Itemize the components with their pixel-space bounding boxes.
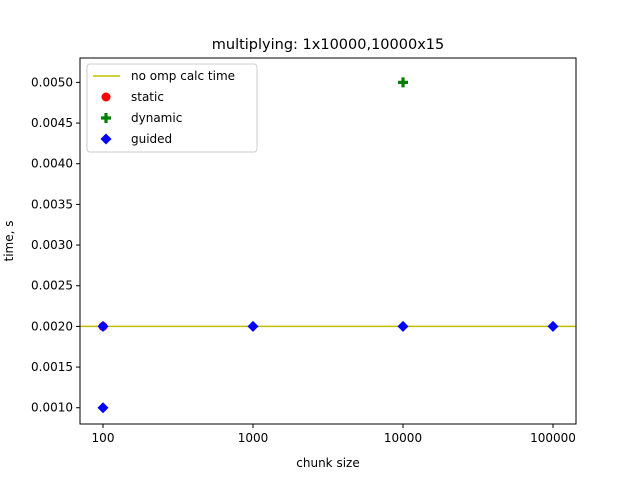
x-tick-label: 1000 [238,431,269,445]
guided-point [397,320,409,332]
guided-point [97,402,109,414]
dynamic-point [398,77,408,88]
plot-layer [80,77,576,414]
y-tick-label: 0.0015 [31,360,73,374]
y-tick-label: 0.0030 [31,238,73,252]
legend-dynamic-swatch [101,113,111,123]
y-tick-label: 0.0050 [31,75,73,89]
legend-label: no omp calc time [131,69,235,83]
y-tick-label: 0.0020 [31,319,73,333]
legend-static-swatch [101,92,111,102]
y-tick-label: 0.0035 [31,197,73,211]
guided-point [97,320,109,332]
y-tick-label: 0.0025 [31,279,73,293]
y-tick-label: 0.0010 [31,401,73,415]
x-tick-label: 10000 [384,431,422,445]
legend-label: guided [131,132,172,146]
y-tick-label: 0.0040 [31,157,73,171]
x-ticks: 100 1000 10000 100000 [92,424,576,445]
y-tick-label: 0.0045 [31,116,73,130]
plot-area-frame [79,57,577,425]
legend-guided-swatch [100,133,112,145]
guided-point [247,320,259,332]
legend-box [86,63,258,153]
legend: no omp calc time static dynamic guided [86,63,258,153]
x-tick-label: 100000 [530,431,576,445]
x-axis-label: chunk size [296,456,359,470]
guided-point [547,320,559,332]
x-tick-label: 100 [92,431,115,445]
y-ticks: 0.0010 0.0015 0.0020 0.0025 0.0030 0.0035 0.00… [31,75,80,415]
y-axis-label: time, s [2,221,16,262]
legend-label: dynamic [131,111,182,125]
chart-title: multiplying: 1x10000,10000x15 [212,37,445,53]
legend-label: static [131,90,164,104]
